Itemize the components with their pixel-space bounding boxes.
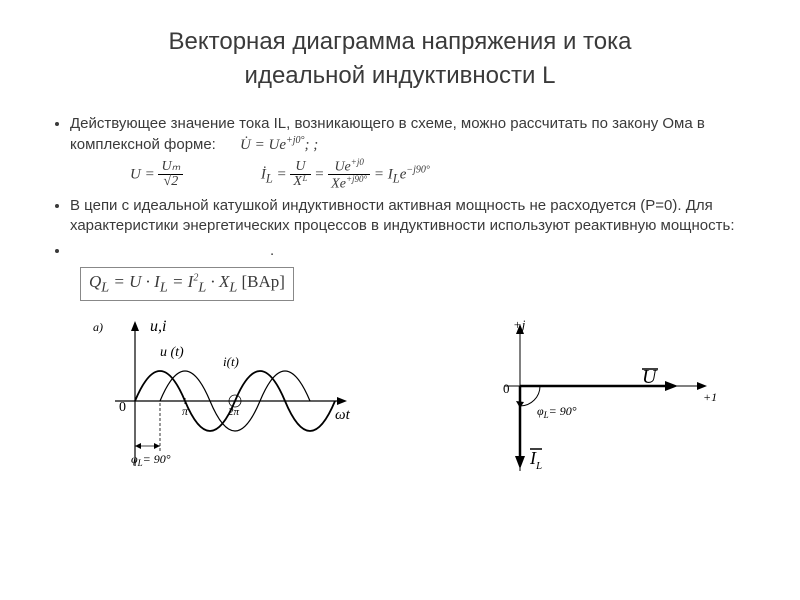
svg-text:u,i: u,i (150, 318, 166, 335)
svg-text:u (t): u (t) (160, 345, 184, 360)
bullet-3-dot: . (270, 242, 274, 259)
slide-title: Векторная диаграмма напряжения и тока ид… (40, 25, 760, 92)
sine-diagram: a) u,i u (t) i(t) 0 π 2π ωt φL= 90° (75, 311, 375, 491)
svg-text:U: U (642, 366, 658, 388)
bullet-3: . (70, 241, 760, 261)
vector-diagram: +j +1 0 U IL φL= 90° (445, 311, 725, 491)
svg-text:0: 0 (119, 400, 126, 415)
svg-text:φL= 90°: φL= 90° (537, 404, 577, 420)
bullet-1: Действующее значение тока IL, возникающе… (70, 114, 760, 192)
svg-text:IL: IL (529, 448, 542, 472)
eq-row-2: U = Uₘ √2 İL = U Xᴸ = Ue+j0 Xe+j90° = IL… (130, 158, 760, 192)
svg-text:a): a) (93, 320, 103, 334)
svg-text:0: 0 (503, 381, 510, 396)
svg-text:i(t): i(t) (223, 354, 239, 369)
svg-text:2π: 2π (228, 406, 240, 418)
title-line2: идеальной индуктивности L (245, 62, 556, 89)
svg-text:ωt: ωt (335, 407, 351, 423)
svg-text:φL= 90°: φL= 90° (131, 452, 171, 468)
eq-u-complex: U̇ = Ue+j0°; ; (240, 137, 318, 153)
svg-text:+1: +1 (703, 390, 717, 404)
eq-q: QL = U · IL = I2L · XL [BAp] (80, 267, 760, 301)
bullet-2-text: В цепи с идеальной катушкой индуктивност… (70, 197, 735, 234)
bullet-2: В цепи с идеальной катушкой индуктивност… (70, 196, 760, 237)
bullet-1-text: Действующее значение тока IL, возникающе… (70, 115, 705, 153)
title-line1: Векторная диаграмма напряжения и тока (169, 28, 632, 55)
bullet-list: Действующее значение тока IL, возникающе… (40, 114, 760, 261)
svg-text:π: π (182, 404, 189, 418)
